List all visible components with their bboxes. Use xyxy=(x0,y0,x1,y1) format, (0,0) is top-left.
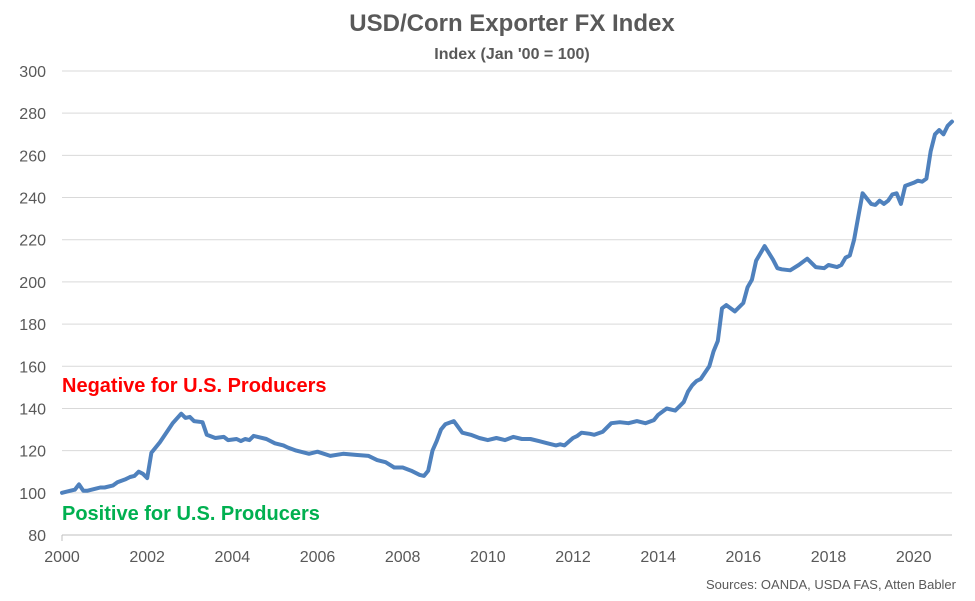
y-tick-label: 300 xyxy=(19,64,46,81)
source-note: Sources: OANDA, USDA FAS, Atten Babler xyxy=(706,577,957,592)
y-tick-label: 180 xyxy=(19,317,46,334)
y-tick-label: 280 xyxy=(19,106,46,123)
y-tick-label: 80 xyxy=(28,528,46,545)
y-tick-label: 160 xyxy=(19,359,46,376)
annotation-positive: Positive for U.S. Producers xyxy=(62,503,320,525)
x-tick-label: 2002 xyxy=(129,549,165,566)
series-line-0 xyxy=(60,119,954,495)
gridlines xyxy=(62,70,952,536)
x-tick-label: 2006 xyxy=(300,549,336,566)
x-tick-label: 2008 xyxy=(385,549,421,566)
series-layer xyxy=(60,119,954,495)
x-tick-label: 2016 xyxy=(726,549,762,566)
x-tick-label: 2000 xyxy=(44,549,80,566)
y-tick-label: 220 xyxy=(19,233,46,250)
x-tick-label: 2004 xyxy=(215,549,251,566)
y-tick-label: 260 xyxy=(19,148,46,165)
y-tick-label: 120 xyxy=(19,444,46,461)
y-tick-label: 240 xyxy=(19,191,46,208)
x-tick-label: 2018 xyxy=(811,549,847,566)
y-tick-label: 140 xyxy=(19,401,46,418)
x-tick-label: 2012 xyxy=(555,549,591,566)
x-tick-label: 2014 xyxy=(640,549,676,566)
chart-subtitle: Index (Jan '00 = 100) xyxy=(434,46,589,63)
annotation-negative: Negative for U.S. Producers xyxy=(62,375,327,397)
y-axis-ticks: 80 100 120 140 160 180 200 220 240 260 280 300 xyxy=(19,64,46,545)
x-axis-ticks: 2000 2002 2004 2006 2008 2010 2012 2014 2016 2018… xyxy=(44,535,932,566)
y-tick-label: 200 xyxy=(19,275,46,292)
chart-title: USD/Corn Exporter FX Index xyxy=(349,10,675,37)
x-tick-label: 2020 xyxy=(896,549,932,566)
x-tick-label: 2010 xyxy=(470,549,506,566)
y-tick-label: 100 xyxy=(19,486,46,503)
